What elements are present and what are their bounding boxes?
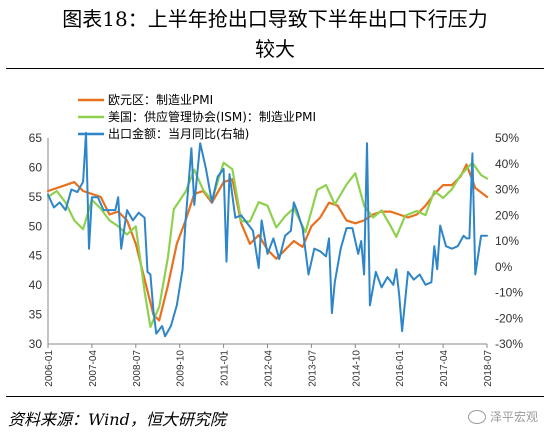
right-tick-label: -30% (495, 337, 523, 351)
right-tick-label: 0% (495, 260, 513, 274)
x-tick-label: 2009-10 (176, 350, 187, 387)
left-tick-label: 65 (29, 131, 43, 145)
legend-label-2: 美国：供应管理协会(ISM)：制造业PMI (108, 109, 316, 124)
series-line-2 (46, 161, 489, 328)
watermark: 泽平宏观 (467, 408, 538, 425)
right-tick-label: -20% (495, 311, 523, 325)
x-tick-label: 2008-07 (132, 350, 143, 387)
right-tick-label: -10% (495, 286, 523, 300)
series-line-1 (46, 163, 489, 322)
x-tick-label: 2016-01 (395, 350, 406, 387)
left-tick-label: 50 (29, 219, 43, 233)
right-tick-label: 20% (495, 208, 519, 222)
x-tick-label: 2012-04 (264, 350, 275, 387)
watermark-text: 泽平宏观 (489, 410, 538, 424)
left-tick-label: 35 (29, 308, 43, 322)
bottom-divider (6, 396, 544, 397)
right-tick-label: 50% (495, 131, 519, 145)
x-tick-label: 2013-07 (307, 350, 318, 387)
title-line-1: 图表18：上半年抢出口导致下半年出口下行压力 (62, 7, 488, 31)
source-note: 资料来源：Wind，恒大研究院 (8, 410, 226, 429)
right-tick-label: 40% (495, 157, 519, 171)
wechat-icon (467, 409, 486, 424)
x-tick-label: 2007-04 (88, 350, 99, 387)
left-tick-label: 55 (29, 190, 43, 204)
right-tick-label: 30% (495, 183, 519, 197)
x-tick-label: 2011-01 (220, 350, 231, 386)
left-tick-label: 60 (29, 160, 43, 174)
top-divider (6, 68, 544, 69)
series-line-3 (47, 131, 488, 338)
left-tick-label: 30 (29, 337, 43, 351)
right-tick-label: 10% (495, 234, 519, 248)
left-tick-label: 40 (29, 278, 43, 292)
legend-label-3: 出口金额：当月同比(右轴) (108, 126, 249, 141)
left-tick-label: 45 (29, 249, 43, 263)
x-tick-label: 2006-01 (44, 350, 55, 387)
legend-label-1: 欧元区：制造业PMI (108, 93, 213, 107)
x-tick-label: 2018-07 (483, 350, 494, 387)
x-tick-label: 2017-04 (439, 350, 450, 387)
x-tick-label: 2014-10 (351, 350, 362, 387)
title-line-2: 较大 (255, 37, 295, 61)
chart-title: 图表18：上半年抢出口导致下半年出口下行压力 较大 (0, 4, 550, 64)
